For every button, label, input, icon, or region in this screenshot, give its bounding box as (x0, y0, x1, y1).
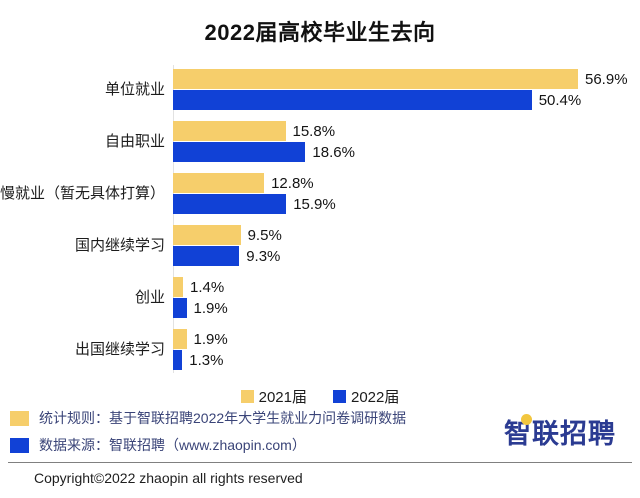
bar-value-label: 18.6% (312, 143, 355, 161)
category-label: 自由职业 (104, 132, 165, 150)
bar-value-label: 15.8% (292, 122, 336, 140)
footer-divider (8, 462, 632, 463)
logo-first-char: 智 (504, 412, 532, 451)
note-swatch-blue (10, 437, 29, 453)
chart-row: 自由职业 15.8% 18.6% (0, 120, 640, 163)
bar-2022届 (173, 350, 183, 370)
copyright: Copyright©2022 zhaopin all rights reserv… (34, 470, 303, 486)
bar-2022届 (173, 246, 240, 266)
category-label: 单位就业 (104, 80, 165, 98)
legend-item-2022: 2022届 (333, 386, 399, 407)
footnotes: 统计规则：基于智联招聘2022年大学生就业力问卷调研数据 数据来源：智联招聘（w… (10, 408, 406, 455)
bar-2022届 (173, 142, 306, 162)
category-label: 国内继续学习 (74, 236, 165, 254)
bar-value-label: 15.9% (293, 195, 336, 213)
legend-item-2021: 2021届 (240, 386, 307, 407)
legend-swatch-2022 (333, 390, 346, 403)
bar-2021届 (173, 121, 286, 141)
infographic-page: 2022届高校毕业生去向 单位就业 56.9% 50.4% 自由职业 15.8% 18.6… (0, 20, 640, 486)
legend-label-2021: 2021届 (258, 389, 307, 406)
bar-value-label: 56.9% (585, 70, 628, 88)
chart-row: 单位就业 56.9% 50.4% (0, 68, 640, 111)
note-stat-rule: 统计规则：基于智联招聘2022年大学生就业力问卷调研数据 (10, 408, 406, 428)
chart-row: 创业 1.4% 1.9% (0, 276, 640, 319)
bar-2021届 (173, 225, 241, 245)
bar-chart-rows: 单位就业 56.9% 50.4% 自由职业 15.8% 18.6% 慢就业（暂无具体打算） 1… (0, 68, 640, 371)
bar-value-label: 9.3% (246, 247, 281, 265)
zhaopin-logo: 智联招聘 (504, 412, 616, 451)
category-label: 创业 (134, 288, 165, 306)
note-data-source: 数据来源：智联招聘（www.zhaopin.com） (10, 435, 406, 455)
note-data-source-text: 数据来源：智联招聘（www.zhaopin.com） (39, 437, 306, 453)
legend-swatch-2021 (240, 390, 254, 403)
bar-value-label: 12.8% (271, 174, 314, 192)
bar-chart: 单位就业 56.9% 50.4% 自由职业 15.8% 18.6% 慢就业（暂无具体打算） 1… (0, 65, 640, 373)
chart-row: 国内继续学习 9.5% 9.3% (0, 224, 640, 267)
chart-legend: 2021届 2022届 (0, 386, 640, 407)
bar-2021届 (173, 277, 183, 297)
bar-value-label: 9.5% (247, 226, 282, 244)
bar-value-label: 1.9% (193, 330, 228, 348)
category-label: 出国继续学习 (74, 340, 165, 358)
footer: 统计规则：基于智联招聘2022年大学生就业力问卷调研数据 数据来源：智联招聘（w… (0, 408, 640, 455)
y-axis-line (173, 65, 174, 373)
chart-row: 出国继续学习 1.9% 1.3% (0, 328, 640, 371)
bar-2022届 (173, 194, 287, 214)
bar-2021届 (173, 69, 578, 89)
note-stat-rule-text: 统计规则：基于智联招聘2022年大学生就业力问卷调研数据 (39, 410, 407, 426)
bar-value-label: 1.4% (190, 278, 225, 296)
bar-2021届 (173, 329, 187, 349)
bar-2022届 (173, 90, 532, 110)
bar-value-label: 1.9% (193, 299, 228, 317)
bar-value-label: 1.3% (189, 351, 224, 369)
chart-row: 慢就业（暂无具体打算） 12.8% 15.9% (0, 172, 640, 215)
logo-rest: 联招聘 (532, 419, 616, 449)
bar-2021届 (173, 173, 265, 193)
category-label: 慢就业（暂无具体打算） (0, 184, 166, 202)
note-swatch-yellow (10, 410, 29, 426)
legend-label-2022: 2022届 (351, 389, 400, 406)
bar-value-label: 50.4% (538, 91, 582, 109)
bar-2022届 (173, 298, 187, 318)
page-title: 2022届高校毕业生去向 (204, 20, 436, 45)
